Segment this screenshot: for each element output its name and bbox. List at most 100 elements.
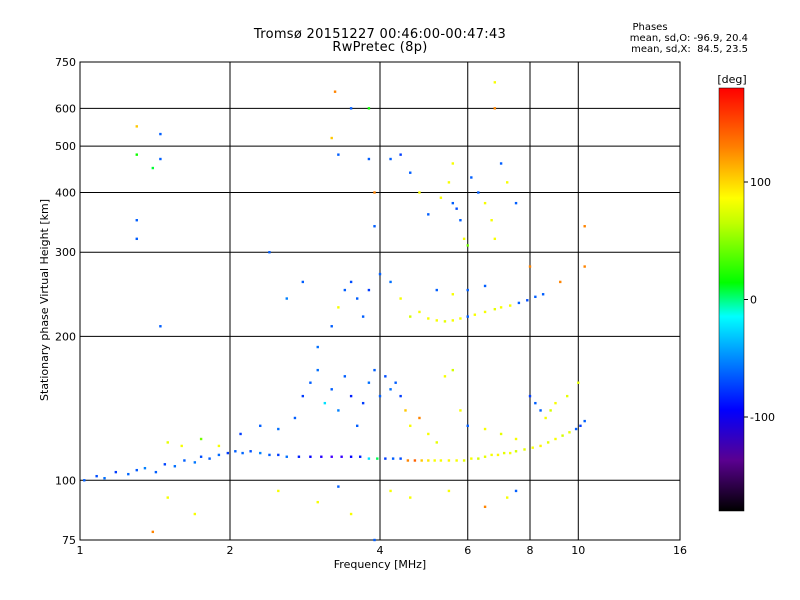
- data-point: [159, 132, 162, 136]
- data-point: [483, 427, 487, 431]
- data-point: [404, 409, 407, 412]
- data-point: [499, 432, 503, 436]
- data-point: [528, 265, 532, 268]
- data-point: [554, 401, 557, 405]
- data-point: [293, 416, 297, 420]
- data-point: [268, 251, 271, 254]
- data-point: [361, 315, 365, 318]
- data-point: [549, 409, 552, 412]
- colorbar-tick-label: 0: [750, 294, 757, 307]
- data-point: [378, 272, 382, 276]
- data-point: [277, 453, 280, 457]
- data-point: [583, 225, 586, 228]
- data-point: [309, 381, 312, 384]
- grid-lines: [80, 62, 680, 540]
- data-point: [367, 157, 371, 161]
- data-point: [95, 474, 98, 478]
- x-tick-label: 1: [77, 544, 84, 557]
- y-tick-label: 750: [55, 56, 76, 69]
- data-point: [583, 419, 586, 423]
- data-point: [343, 375, 347, 378]
- data-point: [514, 437, 518, 441]
- data-point: [443, 320, 447, 323]
- data-point: [505, 181, 509, 184]
- stats-line-o: mean, sd,O: -96.9, 20.4: [629, 33, 748, 44]
- data-point: [151, 166, 155, 170]
- data-point: [451, 368, 455, 372]
- data-point: [333, 90, 337, 93]
- x-tick-label: 6: [464, 544, 471, 557]
- data-point: [367, 381, 371, 384]
- data-point: [159, 325, 162, 328]
- data-point: [418, 191, 421, 194]
- data-point: [583, 265, 586, 268]
- data-point: [493, 81, 497, 84]
- data-point: [565, 394, 569, 398]
- data-point: [208, 457, 211, 460]
- data-point: [259, 424, 262, 428]
- data-points: [83, 81, 586, 542]
- data-point: [443, 375, 447, 378]
- data-point: [349, 280, 353, 284]
- data-point: [514, 450, 518, 453]
- data-point: [217, 444, 221, 448]
- data-point: [455, 459, 458, 462]
- data-point: [367, 107, 371, 110]
- data-point: [470, 176, 473, 179]
- axis-ticks: 1 2 4 6 8 10 16 75 100 200 300 400 500 600 750: [55, 56, 687, 557]
- data-point: [462, 459, 466, 462]
- data-point: [483, 455, 487, 458]
- data-point: [459, 219, 462, 222]
- data-point: [534, 295, 537, 299]
- data-point: [447, 181, 451, 184]
- data-point: [508, 451, 512, 455]
- data-point: [413, 459, 417, 462]
- data-point: [259, 451, 262, 455]
- data-point: [337, 409, 340, 412]
- colorbar-tick-label: 100: [750, 176, 771, 189]
- data-point: [427, 459, 430, 462]
- x-tick-label: 8: [527, 544, 534, 557]
- data-point: [349, 394, 353, 398]
- data-point: [367, 288, 371, 292]
- data-point: [323, 401, 327, 405]
- data-point: [466, 315, 469, 318]
- data-point: [330, 455, 333, 458]
- data-point: [439, 196, 443, 199]
- data-point: [493, 107, 497, 110]
- stats-header: Phases: [632, 22, 668, 33]
- x-tick-label: 10: [571, 544, 585, 557]
- data-point: [103, 477, 106, 480]
- data-point: [427, 317, 430, 320]
- data-point: [459, 317, 462, 320]
- data-point: [561, 434, 564, 437]
- data-point: [427, 432, 430, 436]
- data-point: [473, 313, 477, 316]
- data-point: [135, 468, 138, 472]
- data-point: [409, 496, 412, 499]
- data-point: [477, 457, 480, 460]
- data-point: [384, 457, 387, 460]
- data-point: [373, 225, 376, 228]
- data-point: [409, 424, 412, 428]
- data-point: [301, 280, 305, 284]
- data-point: [389, 489, 392, 493]
- data-point: [309, 455, 312, 458]
- data-point: [193, 461, 197, 464]
- data-point: [373, 368, 376, 372]
- data-point: [320, 455, 323, 458]
- data-point: [399, 297, 402, 300]
- data-point: [546, 441, 550, 444]
- data-point: [579, 424, 582, 428]
- chart-title: Tromsø 20151227 00:46:00-00:47:43: [253, 27, 507, 42]
- data-point: [301, 394, 305, 398]
- x-tick-label: 16: [673, 544, 687, 557]
- data-point: [166, 496, 169, 499]
- data-point: [355, 297, 359, 300]
- data-point: [376, 457, 379, 460]
- data-point: [349, 512, 353, 516]
- y-tick-label: 200: [55, 330, 76, 343]
- data-point: [539, 444, 542, 448]
- y-tick-label: 600: [55, 102, 76, 115]
- y-tick-label: 100: [55, 474, 76, 487]
